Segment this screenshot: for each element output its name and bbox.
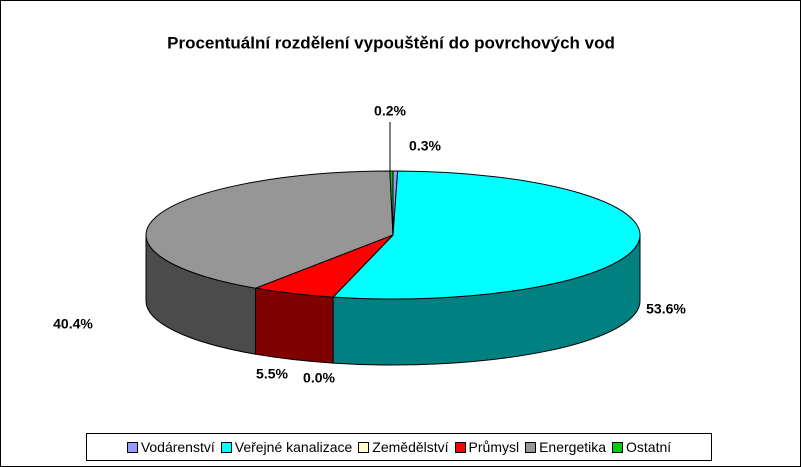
- legend-label: Vodárenství: [140, 439, 215, 455]
- legend-swatch: [525, 441, 537, 453]
- legend-item: Ostatní: [612, 439, 671, 455]
- value-label: 5.5%: [256, 366, 288, 382]
- legend-item: Průmysl: [454, 439, 520, 455]
- legend-swatch: [612, 441, 624, 453]
- legend-swatch: [220, 441, 232, 453]
- legend-item: Energetika: [525, 439, 606, 455]
- slice: [331, 170, 641, 300]
- legend-item: Zemědělství: [358, 439, 449, 455]
- legend-label: Průmysl: [468, 439, 520, 455]
- legend-swatch: [126, 441, 138, 453]
- legend-swatch: [358, 441, 370, 453]
- chart-title: Procentuální rozdělení vypouštění do pov…: [167, 33, 615, 52]
- value-label: 0.0%: [303, 370, 335, 386]
- value-label: 0.2%: [374, 103, 406, 119]
- value-label: 40.4%: [53, 316, 93, 332]
- legend-item: Veřejné kanalizace: [220, 439, 353, 455]
- legend-label: Veřejné kanalizace: [234, 439, 353, 455]
- slice: [145, 170, 394, 289]
- legend-item: Vodárenství: [126, 439, 215, 455]
- legend-label: Zemědělství: [372, 439, 449, 455]
- legend-label: Ostatní: [626, 439, 672, 455]
- value-label: 53.6%: [646, 301, 686, 317]
- legend-label: Energetika: [539, 439, 607, 455]
- legend: Vodárenství Veřejné kanalizace Zemědělství…: [86, 433, 712, 461]
- legend-swatch: [454, 441, 466, 453]
- value-label: 0.3%: [409, 138, 441, 154]
- slice-side: [254, 287, 334, 364]
